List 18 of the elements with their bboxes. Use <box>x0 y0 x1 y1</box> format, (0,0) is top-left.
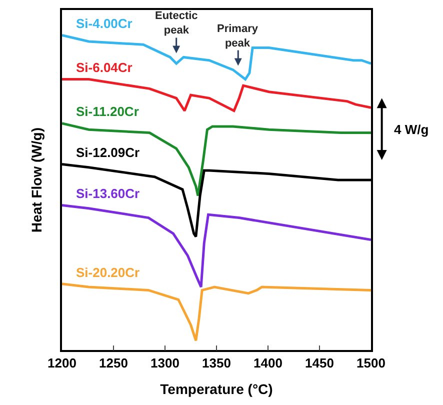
x-tick-label: 1400 <box>254 355 282 370</box>
x-tick-label: 1200 <box>48 355 76 370</box>
series-label: Si-11.20Cr <box>76 104 139 119</box>
y-axis-title: Heat Flow (W/g) <box>28 128 44 232</box>
x-tick-label: 1300 <box>150 355 180 370</box>
annotation: Primary peak <box>217 23 259 50</box>
x-axis-title: Temperature (°C) <box>160 381 273 398</box>
annotation: Eutectic peak <box>155 10 198 36</box>
series-label: Si-4.00Cr <box>76 16 132 31</box>
series-label: Si-12.09Cr <box>76 145 140 160</box>
series-label: Si-6.04Cr <box>76 60 132 75</box>
text: 4 W/g <box>394 122 429 137</box>
x-tick-label: 1450 <box>305 355 334 370</box>
x-tick-label: 1250 <box>99 355 128 370</box>
x-tick-label: 1500 <box>356 355 386 370</box>
series-label: Si-20.20Cr <box>76 265 140 280</box>
x-tick-label: 1350 <box>202 355 231 370</box>
series-label: Si-13.60Cr <box>76 186 140 201</box>
